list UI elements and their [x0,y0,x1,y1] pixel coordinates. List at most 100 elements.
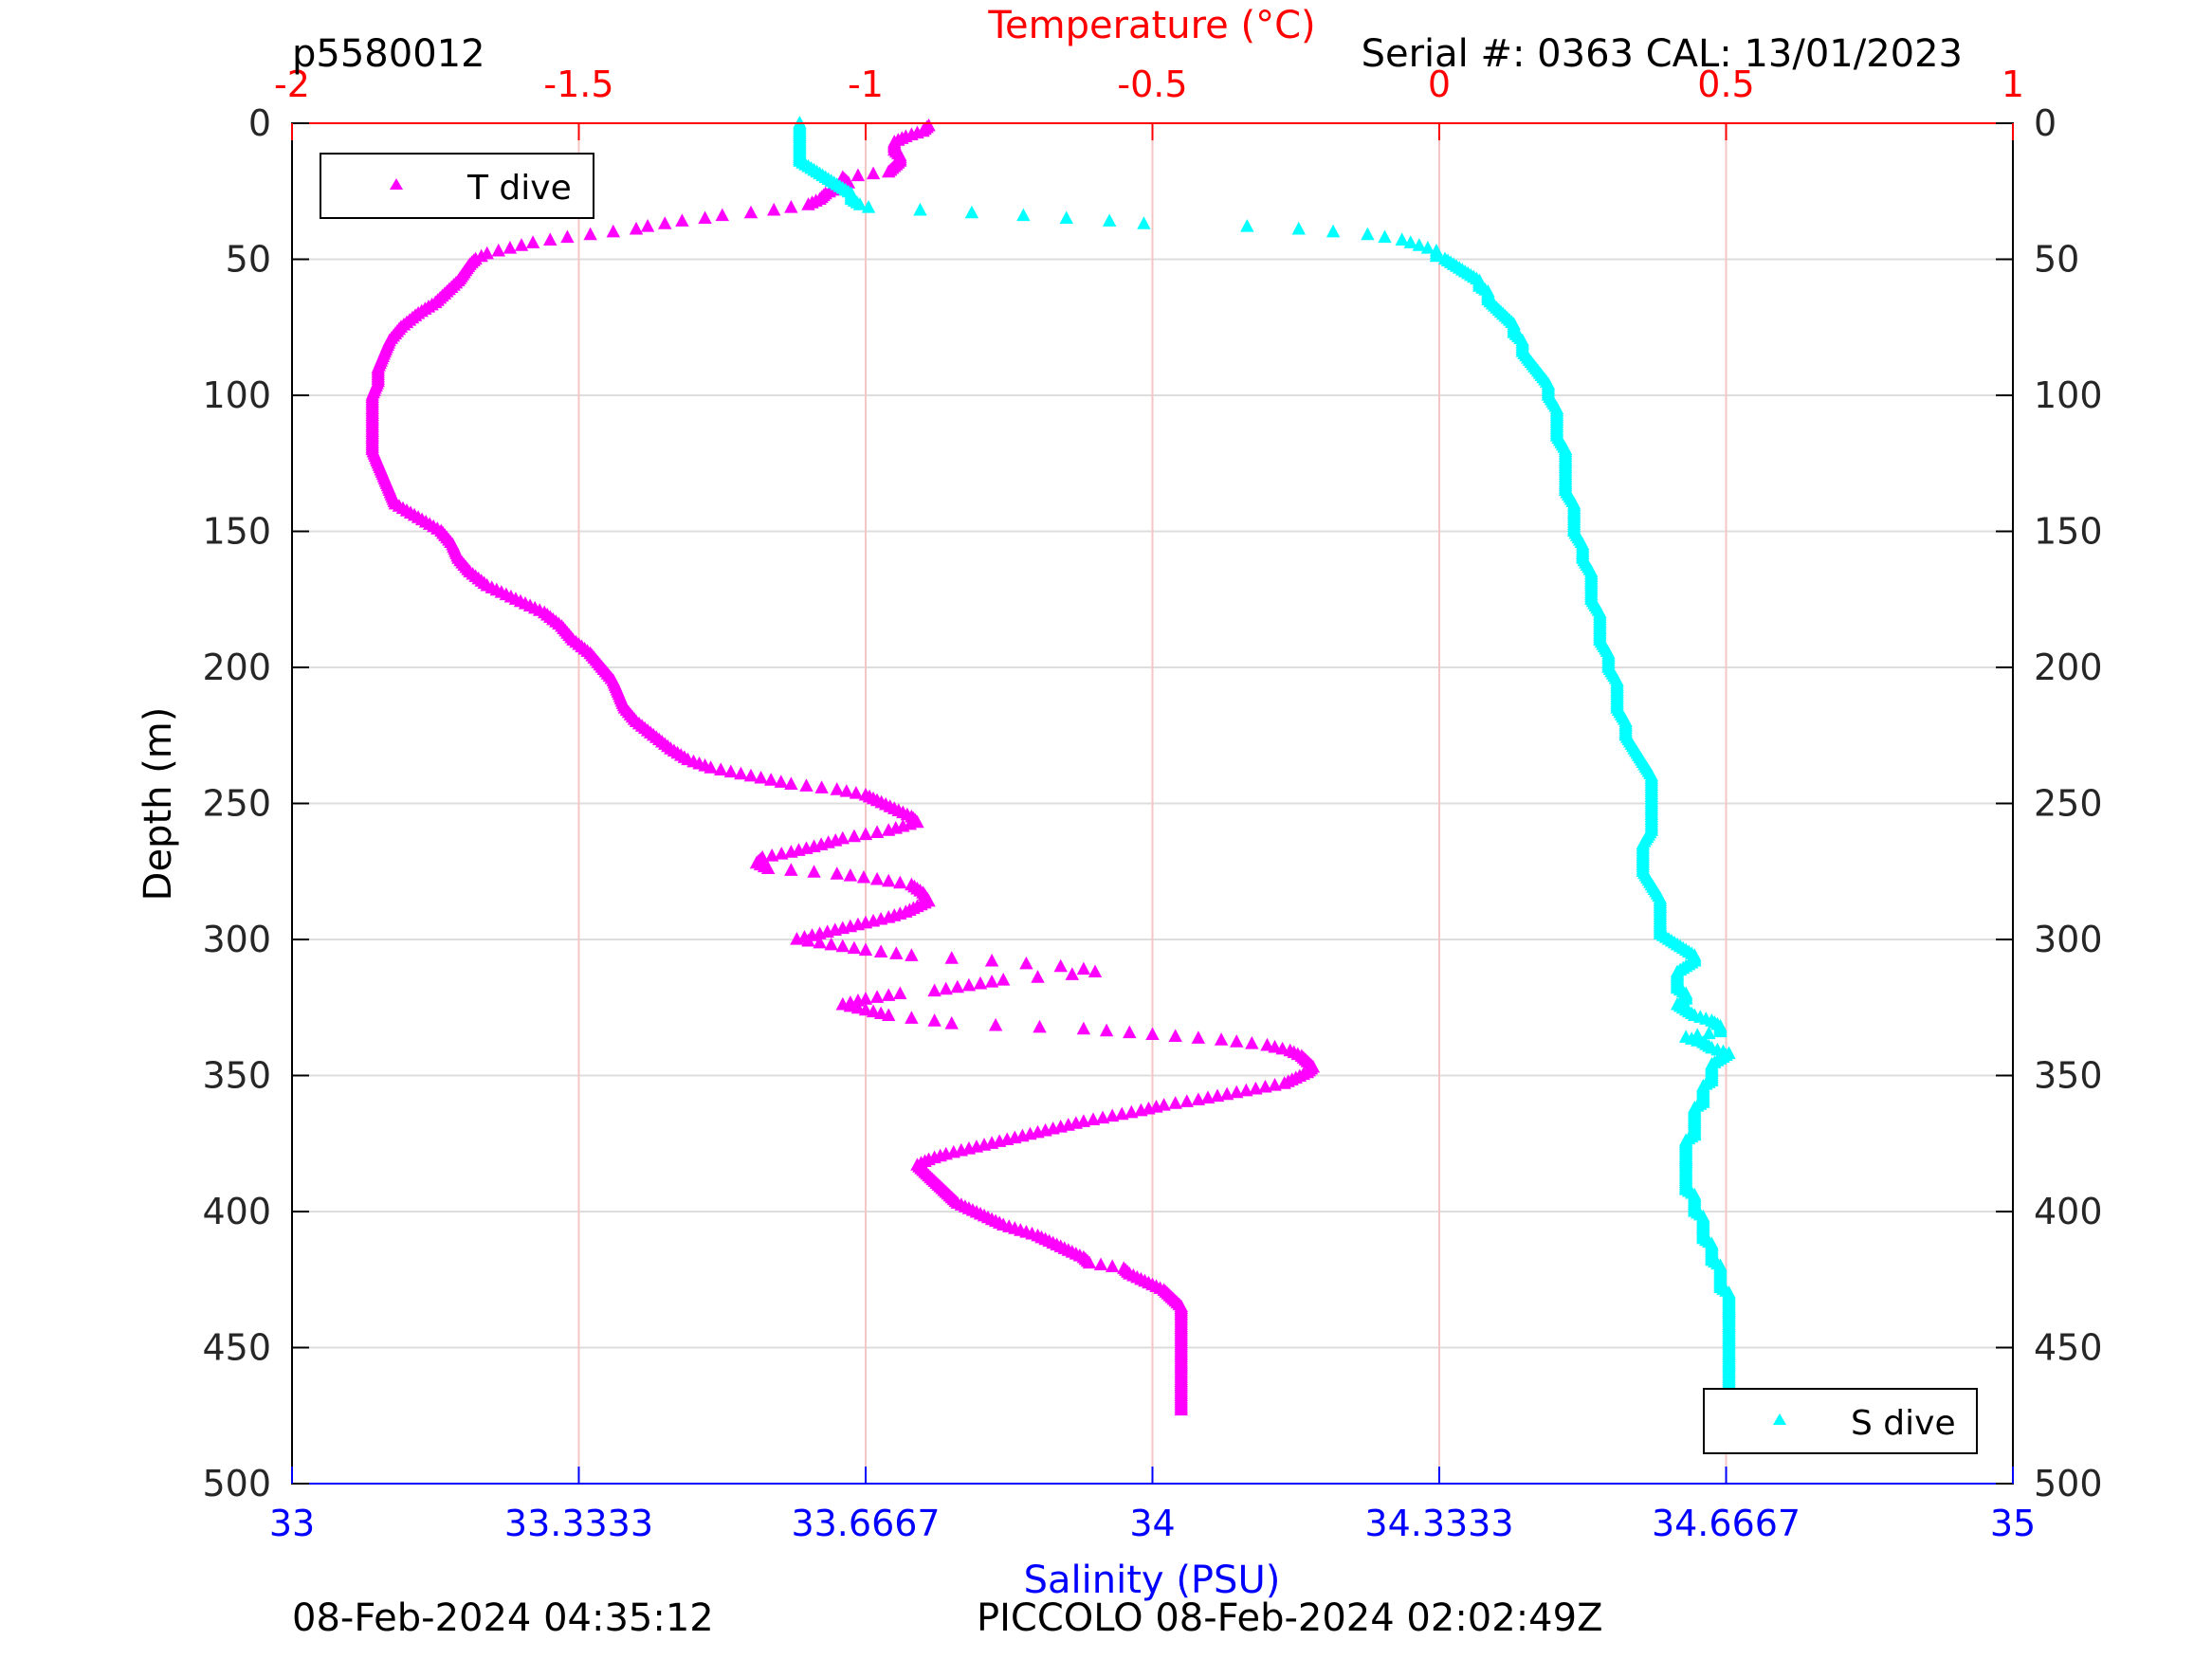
y-axis-title: Depth (m) [137,707,180,902]
t-dive-point [850,917,866,931]
s-dive-point [1325,224,1341,238]
t-dive-point [1277,1076,1291,1089]
t-dive-point [824,937,838,951]
y-tick-label-right: 350 [2034,1055,2103,1097]
t-dive-point [774,775,788,788]
t-dive-point [1088,964,1103,978]
t-dive-point [775,847,789,860]
t-dive-point [1000,1132,1015,1146]
t-dive-point [1134,1103,1148,1117]
s-dive-point [1429,248,1444,263]
t-dive-point [889,946,904,959]
t-dive-point [1031,1124,1045,1139]
y-tick-label-right: 200 [2034,647,2103,688]
bottom-tick-label: 35 [1990,1503,2036,1544]
legend-s-dive-marker [1773,1413,1786,1425]
t-dive-point [714,762,728,775]
t-dive-point [882,873,896,887]
t-dive-point [944,1015,959,1030]
t-dive-point [984,953,999,967]
t-dive-point [1268,1078,1282,1091]
t-dive-point [843,919,858,933]
y-tick-label-left: 500 [202,1463,271,1504]
t-dive-point [996,973,1011,986]
t-dive-point [1191,1030,1206,1044]
legend-s-dive: S dive [1703,1388,1978,1454]
s-dive-point [1361,227,1375,241]
t-dive-point [882,164,896,178]
y-tick-label-left: 50 [226,239,271,281]
t-dive-point [839,784,854,797]
t-dive-point [856,869,871,884]
t-dive-point [698,210,712,225]
y-tick-label-left: 350 [202,1055,271,1097]
t-dive-point [830,782,844,795]
t-dive-point [858,992,873,1005]
t-dive-point [1260,1037,1274,1051]
s-dive-point [1412,238,1427,251]
t-dive-point [1033,1019,1047,1033]
t-dive-point [1275,1041,1289,1055]
t-dive-point [1061,1118,1075,1131]
t-dive-point [1093,1257,1108,1271]
t-dive-point [866,166,881,180]
t-dive-point [658,216,672,229]
t-dive-point [640,219,655,232]
t-dive-point [704,760,718,774]
t-dive-point [835,921,850,935]
t-dive-point [1015,1128,1030,1142]
top-axis-title: Temperature (°C) [987,4,1315,47]
t-dive-point [1191,1092,1206,1105]
t-dive-point [873,911,888,925]
s-dive-point [852,197,868,210]
t-dive-point [1023,1126,1037,1140]
t-dive-point [784,199,798,213]
t-dive-point [764,848,779,862]
t-dive-point [760,861,776,874]
t-dive-point [743,768,759,782]
y-tick-label-right: 250 [2034,783,2103,825]
s-dive-point [1102,213,1117,227]
s-dive-point [1713,1024,1728,1038]
t-dive-point [882,823,896,836]
t-dive-point [1031,970,1045,983]
s-dive-point [913,202,927,216]
s-dive-point [861,199,876,213]
t-dive-point [961,1140,977,1155]
t-dive-point [767,202,781,216]
y-tick-label-right: 0 [2034,102,2057,144]
t-dive-point [814,780,829,793]
t-dive-point [1145,1027,1160,1041]
bottom-tick-label: 34.6667 [1652,1503,1801,1544]
t-dive-point [543,232,558,246]
t-dive-point [807,839,821,853]
t-dive-point [858,915,873,929]
t-dive-point [1046,1121,1060,1135]
y-tick-label-left: 0 [248,102,271,144]
t-dive-point [1258,1079,1272,1093]
t-dive-point [743,205,759,219]
bottom-tick-label: 34.3333 [1364,1503,1513,1544]
legend-t-dive-label: T dive [466,169,572,208]
bottom-tick-label: 33 [269,1503,315,1544]
t-dive-point [1082,1255,1097,1269]
t-dive-point [807,865,821,878]
t-dive-point [1249,1081,1263,1095]
t-dive-point [1157,1098,1171,1111]
t-dive-point [873,944,888,957]
t-dive-point [961,977,977,992]
t-dive-point [1230,1085,1244,1099]
t-dive-point [843,998,858,1012]
t-dive-point [1245,1036,1259,1049]
t-dive-point [813,926,827,939]
footer-source: PICCOLO 08-Feb-2024 02:02:49Z [977,1596,1602,1640]
t-dive-point [869,990,885,1003]
t-dive-point [927,1013,941,1027]
t-dive-point [849,785,864,799]
t-dive-point [790,932,804,945]
legend-s-dive-box [1703,1388,1978,1454]
t-dive-point [754,770,768,784]
t-dive-point [1168,1096,1182,1109]
